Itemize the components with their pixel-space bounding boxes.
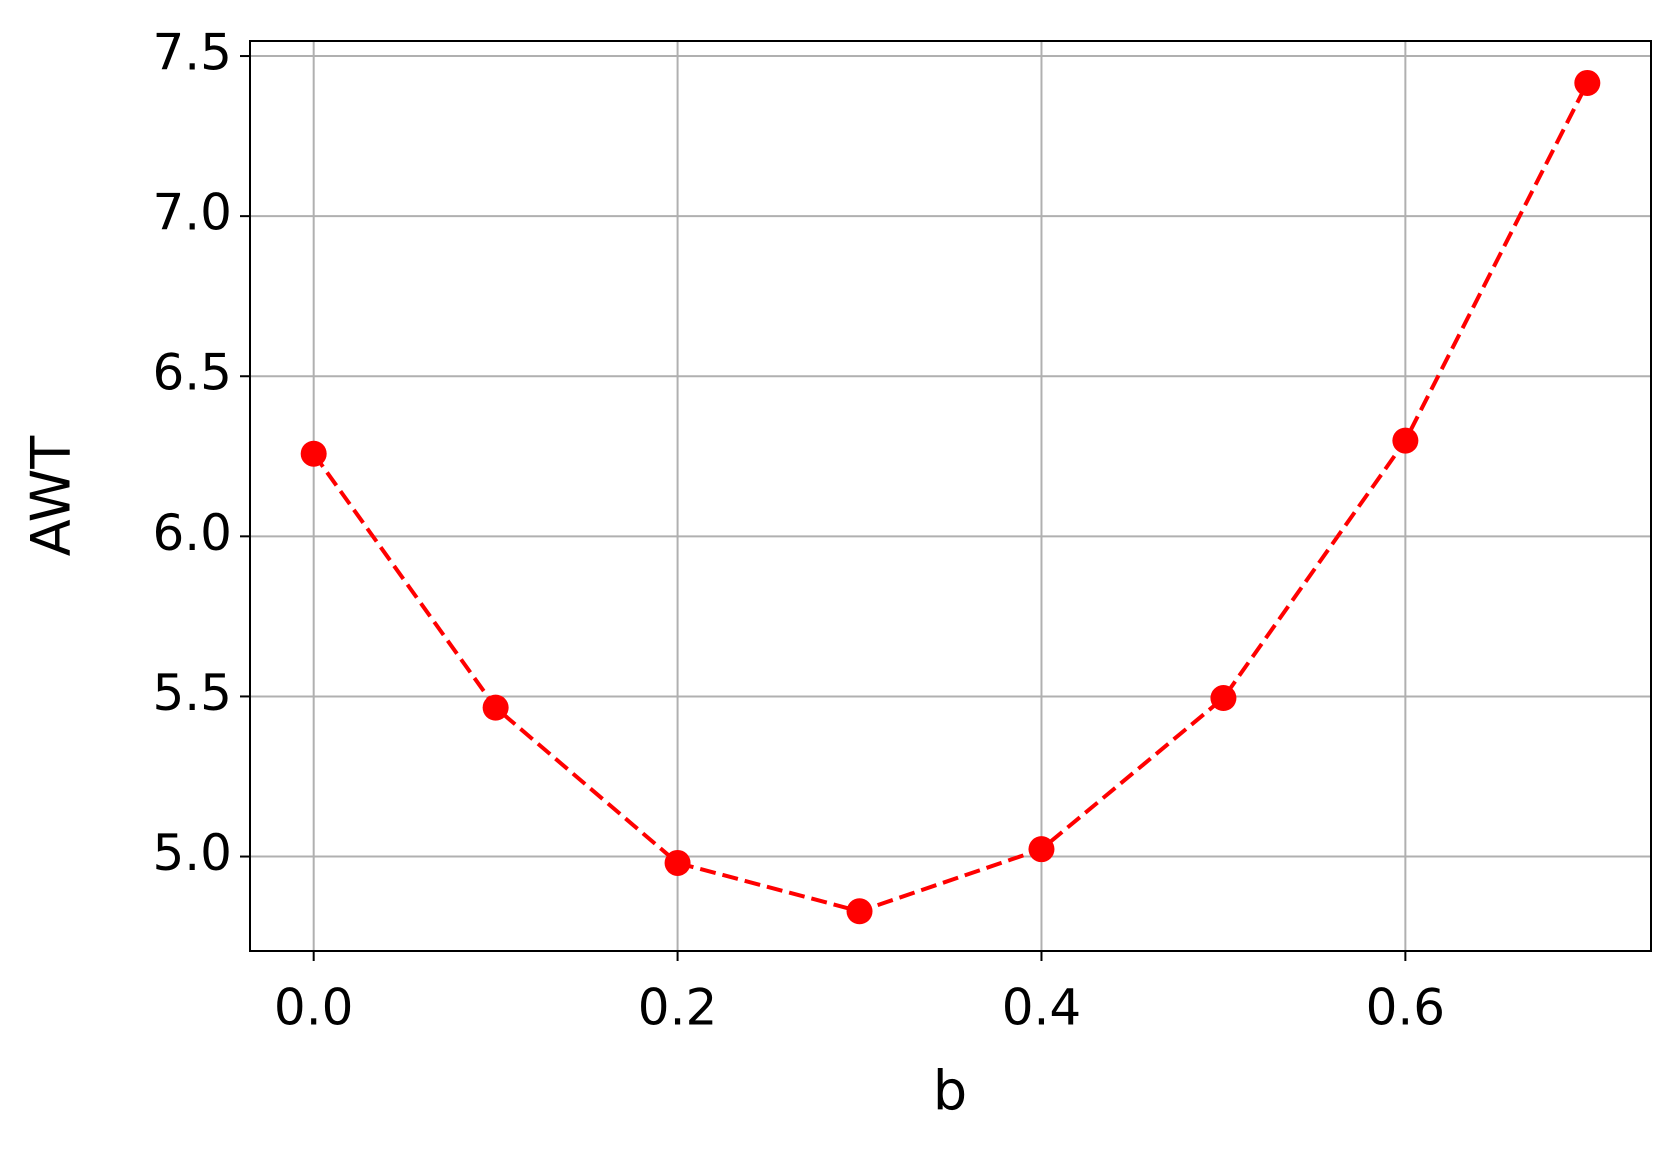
y-tick-label: 7.5: [152, 24, 232, 82]
y-tick-label: 6.0: [152, 504, 232, 562]
y-tick-label: 5.0: [152, 824, 232, 882]
point: [1028, 836, 1055, 863]
x-tick-label: 0.6: [1366, 979, 1446, 1037]
point: [300, 440, 327, 467]
point: [1574, 69, 1601, 96]
point: [1210, 685, 1237, 712]
x-tick-label: 0.0: [274, 979, 354, 1037]
y-tick-label: 7.0: [152, 184, 232, 242]
x-tick-label: 0.2: [638, 979, 718, 1037]
y-tick-label: 6.5: [152, 344, 232, 402]
axes-frame: [249, 40, 1652, 952]
point: [482, 694, 509, 721]
x-tick-label: 0.4: [1002, 979, 1082, 1037]
x-axis-label: b: [933, 1060, 967, 1123]
point: [846, 898, 873, 925]
point: [664, 849, 691, 876]
y-axis-label: AWT: [20, 435, 83, 556]
line: [312, 82, 1590, 914]
point: [1392, 427, 1419, 454]
y-tick-label: 5.5: [152, 664, 232, 722]
